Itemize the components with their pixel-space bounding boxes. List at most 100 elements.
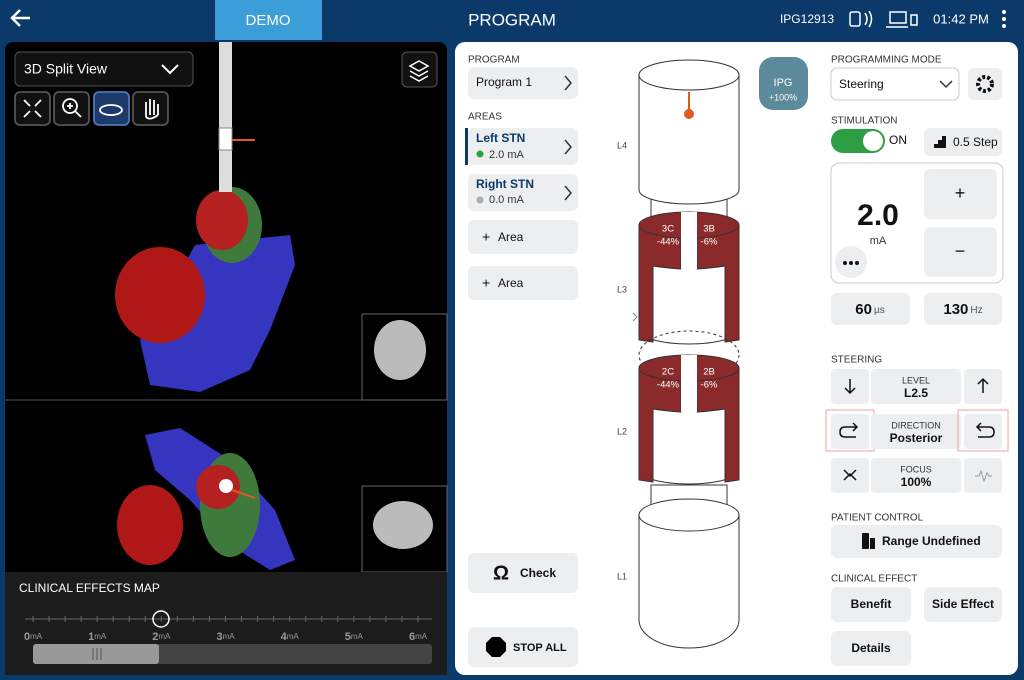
level-pointer bbox=[632, 312, 638, 322]
demo-label: DEMO bbox=[246, 12, 291, 29]
gear-icon bbox=[976, 75, 994, 93]
rate-unit: Hz bbox=[970, 305, 982, 316]
patient-control-label: Range Undefined bbox=[882, 534, 981, 548]
add-area-button[interactable] bbox=[468, 220, 578, 254]
page-title: PROGRAM bbox=[468, 10, 556, 29]
area-item[interactable] bbox=[468, 128, 578, 165]
pulse-width-unit: µs bbox=[874, 305, 885, 316]
amplitude-value: 2.0 bbox=[857, 199, 899, 232]
view-select-label: 3D Split View bbox=[24, 61, 108, 77]
rotate-cw-button[interactable] bbox=[831, 414, 869, 449]
level-label: L3 bbox=[617, 284, 627, 294]
demo-tab bbox=[215, 0, 322, 40]
level-display bbox=[871, 369, 961, 404]
details-button[interactable] bbox=[831, 631, 911, 666]
chevron bbox=[564, 185, 572, 201]
remote-icon bbox=[870, 538, 875, 549]
scale-unit: mA bbox=[351, 632, 364, 641]
range-fill bbox=[33, 644, 159, 664]
area-name: Left STN bbox=[476, 131, 525, 145]
decrease-label: − bbox=[955, 241, 966, 261]
area-amplitude: 0.0 mA bbox=[489, 194, 525, 206]
scale-unit: mA bbox=[415, 632, 428, 641]
section-label: AREAS bbox=[468, 112, 502, 123]
toggle-knob bbox=[863, 131, 883, 151]
status-dot bbox=[476, 150, 484, 158]
program-select[interactable] bbox=[468, 67, 578, 99]
scale-label: 0mA bbox=[24, 631, 43, 643]
scale-label: 3mA bbox=[216, 631, 235, 643]
section-label: PROGRAMMING MODE bbox=[831, 55, 942, 66]
scale-label: 4mA bbox=[281, 631, 300, 643]
mode-select[interactable] bbox=[830, 67, 960, 101]
step-label: 0.5 Step bbox=[953, 135, 998, 149]
add-area-button[interactable] bbox=[468, 266, 578, 300]
collapse-button[interactable] bbox=[14, 91, 51, 126]
brain-render-bottom bbox=[117, 428, 295, 570]
plus-icon: + bbox=[482, 275, 490, 291]
rate: 130 Hz bbox=[943, 301, 982, 318]
scale-value: 5 bbox=[345, 631, 351, 643]
back-button[interactable] bbox=[10, 9, 30, 27]
rotate-button[interactable] bbox=[93, 91, 130, 126]
more-icon bbox=[843, 261, 859, 265]
scale-value: 2 bbox=[152, 631, 158, 643]
scale-unit: mA bbox=[30, 632, 43, 641]
lead-rod bbox=[219, 42, 232, 192]
check-button[interactable] bbox=[468, 553, 578, 593]
rate-value: 130 bbox=[943, 301, 968, 318]
menu-button[interactable] bbox=[1002, 10, 1006, 28]
pulse-width-value: 60 bbox=[855, 301, 872, 318]
slider-grip bbox=[92, 648, 102, 660]
focus-wide-button[interactable] bbox=[964, 458, 1002, 493]
settings-button[interactable] bbox=[968, 68, 1002, 100]
stop-icon bbox=[486, 637, 506, 657]
view-select[interactable] bbox=[14, 51, 194, 87]
scale-label: 5mA bbox=[345, 631, 364, 643]
segment-percent: -6% bbox=[701, 380, 718, 391]
segment-name: 2B bbox=[703, 367, 715, 378]
patient-control-button[interactable] bbox=[831, 525, 1002, 558]
level-label: L2 bbox=[617, 426, 627, 436]
layers-icon bbox=[408, 60, 430, 82]
scale-unit: mA bbox=[287, 632, 300, 641]
section-label: STIMULATION bbox=[831, 116, 897, 127]
section-label: STEERING bbox=[831, 355, 882, 366]
side-effect-button[interactable] bbox=[924, 587, 1002, 622]
level-label: L1 bbox=[617, 571, 627, 581]
direction-label: DIRECTION bbox=[891, 420, 941, 430]
rotate-ccw-button[interactable] bbox=[964, 414, 1002, 449]
status-icons bbox=[849, 10, 918, 28]
view-toolbar bbox=[14, 91, 169, 126]
benefit-button[interactable] bbox=[831, 587, 911, 622]
toggle-state: ON bbox=[889, 133, 907, 147]
pulse-width-button[interactable] bbox=[831, 293, 910, 325]
pulse-width: 60 µs bbox=[855, 301, 884, 318]
ipg-badge bbox=[759, 57, 808, 110]
scale-value: 0 bbox=[24, 631, 30, 643]
area-amplitude: 2.0 mA bbox=[489, 149, 525, 161]
zoom-button[interactable] bbox=[53, 91, 90, 126]
chevron bbox=[564, 75, 572, 91]
layers-button[interactable] bbox=[401, 51, 438, 88]
check-label: Check bbox=[520, 566, 556, 580]
effects-map-title: CLINICAL EFFECTS MAP bbox=[19, 581, 160, 595]
status-dot bbox=[476, 196, 484, 204]
area-item[interactable] bbox=[468, 174, 578, 211]
step-button[interactable] bbox=[924, 128, 1002, 156]
decrease-button[interactable] bbox=[924, 227, 997, 277]
remote-icon bbox=[862, 533, 869, 549]
details-label: Details bbox=[851, 641, 891, 655]
rate-button[interactable] bbox=[924, 293, 1002, 325]
focus-display bbox=[871, 458, 961, 493]
arrow-icon bbox=[844, 379, 856, 395]
increase-button[interactable] bbox=[924, 169, 997, 219]
amplitude-marker[interactable] bbox=[152, 610, 170, 628]
head-shape bbox=[373, 501, 433, 549]
segment-name: 3C bbox=[662, 224, 674, 235]
chevron bbox=[939, 80, 953, 89]
increase-label: + bbox=[955, 183, 966, 203]
direction-display bbox=[871, 414, 961, 449]
scale-unit: mA bbox=[158, 632, 171, 641]
